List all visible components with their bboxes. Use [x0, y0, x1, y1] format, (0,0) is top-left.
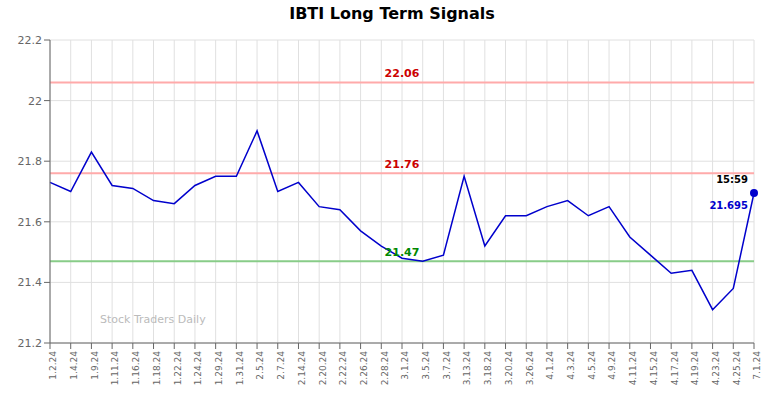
svg-text:1.11.24: 1.11.24 — [111, 351, 121, 386]
svg-text:21.8: 21.8 — [18, 155, 43, 168]
svg-text:4.23.24: 4.23.24 — [711, 351, 721, 386]
svg-text:3.5.24: 3.5.24 — [421, 351, 431, 380]
svg-text:21.2: 21.2 — [18, 337, 43, 350]
html-text:IBTI Long Term Signals: IBTI Long Term Signals — [289, 4, 495, 23]
svg-text:2.5.24: 2.5.24 — [255, 351, 265, 380]
svg-text:1.16.24: 1.16.24 — [131, 351, 141, 386]
svg-text:1.2.24: 1.2.24 — [48, 351, 58, 380]
svg-text:15:59: 15:59 — [716, 174, 748, 185]
svg-text:4.11.24: 4.11.24 — [628, 351, 638, 386]
svg-text:4.15.24: 4.15.24 — [649, 351, 659, 386]
svg-text:4.17.24: 4.17.24 — [670, 351, 680, 386]
svg-text:2.28.24: 2.28.24 — [380, 351, 390, 386]
svg-text:1.24.24: 1.24.24 — [193, 351, 203, 386]
svg-text:2.22.24: 2.22.24 — [338, 351, 348, 386]
svg-text:21.695: 21.695 — [709, 200, 748, 211]
svg-text:22: 22 — [28, 95, 42, 108]
svg-text:3.26.24: 3.26.24 — [525, 351, 535, 386]
svg-text:1.9.24: 1.9.24 — [90, 351, 100, 380]
svg-text:2.14.24: 2.14.24 — [297, 351, 307, 386]
svg-text:4.5.24: 4.5.24 — [587, 351, 597, 380]
svg-text:3.7.24: 3.7.24 — [442, 351, 452, 380]
svg-text:4.3.24: 4.3.24 — [566, 351, 576, 380]
svg-text:21.76: 21.76 — [385, 158, 420, 171]
svg-text:1.18.24: 1.18.24 — [152, 351, 162, 386]
svg-text:1.4.24: 1.4.24 — [69, 351, 79, 380]
svg-text:4.19.24: 4.19.24 — [690, 351, 700, 386]
svg-text:2.20.24: 2.20.24 — [318, 351, 328, 386]
svg-text:3.18.24: 3.18.24 — [483, 351, 493, 386]
svg-text:4.25.24: 4.25.24 — [732, 351, 742, 386]
svg-text:21.6: 21.6 — [18, 216, 43, 229]
svg-text:1.22.24: 1.22.24 — [173, 351, 183, 386]
svg-text:7.1.24: 7.1.24 — [752, 351, 762, 380]
html-text:Stock Traders Daily: Stock Traders Daily — [100, 313, 206, 326]
svg-text:3.20.24: 3.20.24 — [504, 351, 514, 386]
svg-text:3.1.24: 3.1.24 — [400, 351, 410, 380]
svg-text:3.13.24: 3.13.24 — [463, 351, 473, 386]
svg-text:4.1.24: 4.1.24 — [545, 351, 555, 380]
svg-text:22.2: 22.2 — [18, 34, 43, 47]
svg-text:22.06: 22.06 — [385, 67, 420, 80]
svg-text:21.47: 21.47 — [385, 246, 420, 259]
svg-text:2.26.24: 2.26.24 — [359, 351, 369, 386]
svg-text:2.7.24: 2.7.24 — [276, 351, 286, 380]
svg-text:1.31.24: 1.31.24 — [235, 351, 245, 386]
svg-text:4.9.24: 4.9.24 — [607, 351, 617, 380]
svg-text:1.29.24: 1.29.24 — [214, 351, 224, 386]
svg-text:21.4: 21.4 — [18, 276, 43, 289]
